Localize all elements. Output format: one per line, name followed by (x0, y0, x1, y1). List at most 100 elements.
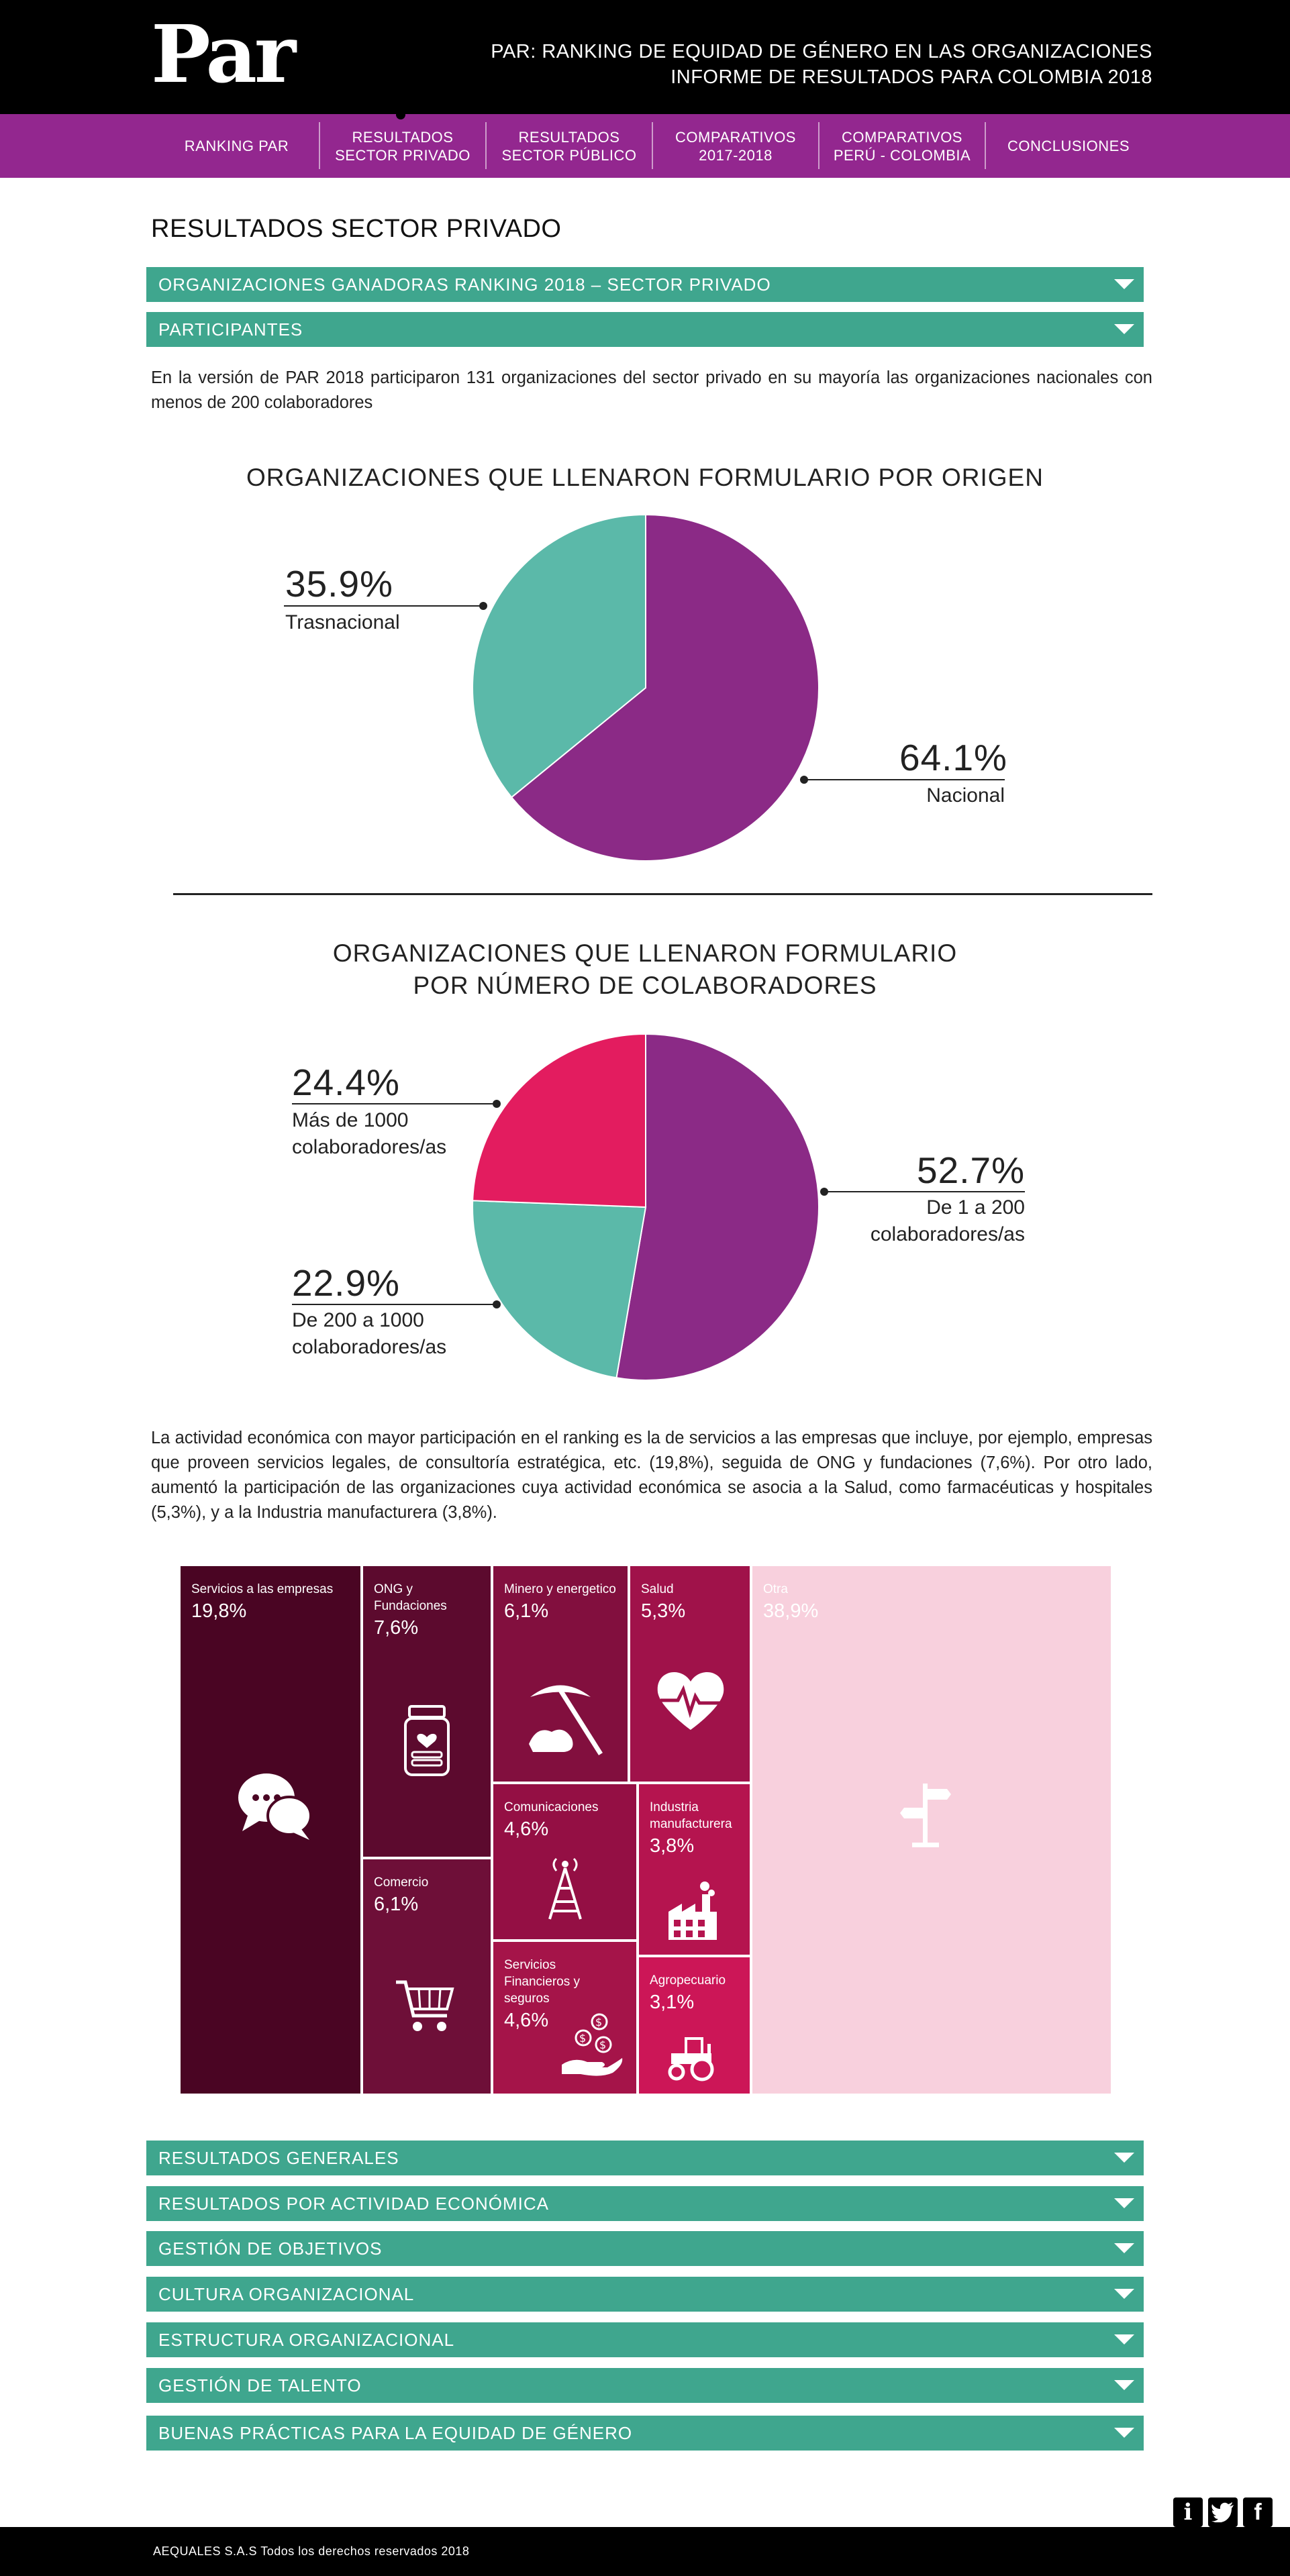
par-logo[interactable]: Par (151, 7, 296, 101)
nav-ranking-par[interactable]: RANKING PAR (154, 114, 319, 178)
chart1-title: ORGANIZACIONES QUE LLENARON FORMULARIO P… (246, 464, 1044, 491)
factory-icon (668, 1882, 717, 1940)
chevron-down-icon (1114, 324, 1134, 334)
nav-comparativos-peru-colombia[interactable]: COMPARATIVOS PERÚ - COLOMBIA (820, 114, 985, 178)
shopping-cart-icon (396, 1980, 454, 2031)
chevron-down-icon (1114, 279, 1134, 289)
nav-divider (985, 122, 986, 169)
pie-slice-1-a-200 (615, 1033, 820, 1381)
treemap-cell-industria: Industria manufacturera 3,8% (638, 1783, 751, 1956)
svg-text:$: $ (599, 2039, 606, 2051)
pie2-pct-mas-de-1000: 24.4% (292, 1062, 400, 1103)
nav-label-line1: COMPARATIVOS (842, 128, 962, 146)
accordion-participantes[interactable]: PARTICIPANTES (146, 312, 1144, 347)
pie-slice-trasnacional (472, 513, 646, 798)
pie-slice-200-a-1000 (472, 1200, 647, 1379)
leader-dot (493, 1300, 501, 1308)
svg-text:$: $ (595, 2016, 602, 2028)
nav-resultados-sector-privado[interactable]: RESULTADOS SECTOR PRIVADO (320, 114, 485, 178)
accordion-label: PARTICIPANTES (158, 319, 303, 340)
nav-comparativos-2017-2018[interactable]: COMPARATIVOS 2017-2018 (653, 114, 818, 178)
footer-bar (0, 2527, 1290, 2576)
cell-name: Servicios Financieros y seguros (504, 1958, 580, 2006)
treemap-cell-minero: Minero y energetico 6,1% (492, 1565, 629, 1783)
accordion-label: ORGANIZACIONES GANADORAS RANKING 2018 – … (158, 274, 771, 295)
activity-paragraph: La actividad económica con mayor partici… (151, 1429, 1152, 1522)
page-title: RESULTADOS SECTOR PRIVADO (151, 215, 562, 243)
pie-chart-origen (472, 513, 820, 862)
accordion-resultados-actividad-economica[interactable]: RESULTADOS POR ACTIVIDAD ECONÓMICA (146, 2186, 1144, 2221)
accordion-buenas-practicas[interactable]: BUENAS PRÁCTICAS PARA LA EQUIDAD DE GÉNE… (146, 2416, 1144, 2451)
label-line2: colaboradores/as (870, 1223, 1025, 1245)
signpost-icon (900, 1784, 951, 1847)
accordion-label: GESTIÓN DE OBJETIVOS (158, 2238, 383, 2259)
pie2-pct-200-a-1000: 22.9% (292, 1262, 400, 1304)
accordion-label: GESTIÓN DE TALENTO (158, 2375, 362, 2395)
pie2-label-1-a-200: De 1 a 200 colaboradores/as (824, 1194, 1025, 1248)
leader-dot (493, 1100, 501, 1108)
pie2-pct-1-a-200: 52.7% (917, 1149, 1025, 1191)
nav-label-line2: SECTOR PÚBLICO (501, 146, 637, 164)
nav-divider (652, 122, 653, 169)
chevron-down-icon (1114, 2334, 1134, 2345)
leader-dot (820, 1188, 828, 1196)
cell-name: Industria manufacturera (650, 1800, 732, 1831)
tractor-icon (668, 2037, 714, 2081)
treemap-cell-comunicaciones: Comunicaciones 4,6% (492, 1783, 638, 1941)
nav-conclusiones[interactable]: CONCLUSIONES (986, 114, 1151, 178)
leader-dot (800, 776, 808, 784)
info-icon[interactable]: i (1173, 2497, 1203, 2527)
twitter-icon[interactable] (1208, 2497, 1238, 2527)
cell-value: 19,8% (191, 1600, 247, 1622)
nav-label-line1: CONCLUSIONES (1007, 138, 1130, 154)
pie2-label-mas-de-1000: Más de 1000 colaboradores/as (292, 1107, 446, 1161)
accordion-label: RESULTADOS GENERALES (158, 2147, 399, 2168)
cell-name: Comercio (374, 1875, 429, 1890)
accordion-label: CULTURA ORGANIZACIONAL (158, 2283, 415, 2304)
cell-value: 5,3% (641, 1600, 686, 1622)
nav-label-line1: RESULTADOS (352, 128, 454, 146)
main-nav: RANKING PAR RESULTADOS SECTOR PRIVADO RES… (0, 114, 1290, 178)
accordion-gestion-talento[interactable]: GESTIÓN DE TALENTO (146, 2368, 1144, 2403)
header-title-line1: PAR: RANKING DE EQUIDAD DE GÉNERO EN LAS… (491, 41, 1152, 62)
nav-label-line2: 2017-2018 (699, 146, 773, 164)
cell-name: Otra (763, 1582, 788, 1596)
chevron-down-icon (1114, 2380, 1134, 2390)
nav-resultados-sector-publico[interactable]: RESULTADOS SECTOR PÚBLICO (487, 114, 652, 178)
cell-name: Minero y energetico (504, 1582, 616, 1596)
accordion-organizaciones-ganadoras[interactable]: ORGANIZACIONES GANADORAS RANKING 2018 – … (146, 267, 1144, 302)
nav-label-line1: RESULTADOS (518, 128, 620, 146)
intro-paragraph: En la versión de PAR 2018 participaron 1… (151, 368, 1152, 412)
header-title-line2: INFORME DE RESULTADOS PARA COLOMBIA 2018 (671, 66, 1152, 88)
twitter-bird-shape (1211, 2502, 1234, 2522)
leader-dot (479, 602, 487, 610)
pie1-label-trasnacional: Trasnacional (285, 611, 400, 633)
treemap-cell-financieros: Servicios Financieros y seguros 4,6% $ $… (492, 1941, 638, 2095)
facebook-icon[interactable]: f (1243, 2497, 1273, 2527)
cell-name: ONG y Fundaciones (374, 1582, 447, 1613)
coins-hand-icon: $ $ $ (562, 2013, 623, 2076)
accordion-label: RESULTADOS POR ACTIVIDAD ECONÓMICA (158, 2193, 550, 2214)
cell-value: 6,1% (504, 1600, 549, 1622)
nav-divider (818, 122, 820, 169)
cell-value: 38,9% (763, 1600, 819, 1622)
cell-value: 4,6% (504, 2010, 549, 2031)
treemap-cell-comercio: Comercio 6,1% (362, 1858, 492, 2095)
cell-name: Servicios a las empresas (191, 1582, 334, 1596)
pickaxe-icon (529, 1685, 603, 1755)
label-line2: colaboradores/as (292, 1336, 447, 1358)
treemap-cell-salud: Salud 5,3% (629, 1565, 751, 1783)
label-line2: colaboradores/as (292, 1136, 447, 1158)
nav-label-line1: RANKING PAR (184, 138, 289, 154)
cell-value: 6,1% (374, 1894, 419, 1915)
cell-name: Comunicaciones (504, 1800, 599, 1814)
chart2-title-line2: POR NÚMERO DE COLABORADORES (413, 972, 877, 999)
accordion-cultura-organizacional[interactable]: CULTURA ORGANIZACIONAL (146, 2277, 1144, 2312)
pie1-pct-nacional: 64.1% (899, 737, 1007, 778)
svg-text:$: $ (579, 2032, 586, 2045)
chevron-down-icon (1114, 2428, 1134, 2438)
accordion-estructura-organizacional[interactable]: ESTRUCTURA ORGANIZACIONAL (146, 2322, 1144, 2357)
accordion-gestion-objetivos[interactable]: GESTIÓN DE OBJETIVOS (146, 2231, 1144, 2266)
chat-bubbles-icon (238, 1773, 312, 1840)
accordion-resultados-generales[interactable]: RESULTADOS GENERALES (146, 2141, 1144, 2175)
